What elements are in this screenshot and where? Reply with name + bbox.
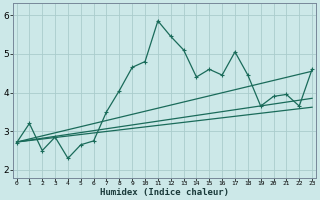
X-axis label: Humidex (Indice chaleur): Humidex (Indice chaleur): [100, 188, 229, 197]
